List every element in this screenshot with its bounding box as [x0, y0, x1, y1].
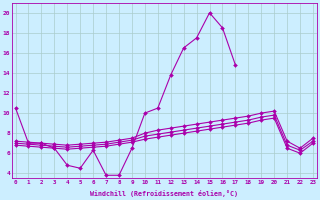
X-axis label: Windchill (Refroidissement éolien,°C): Windchill (Refroidissement éolien,°C) — [90, 190, 238, 197]
